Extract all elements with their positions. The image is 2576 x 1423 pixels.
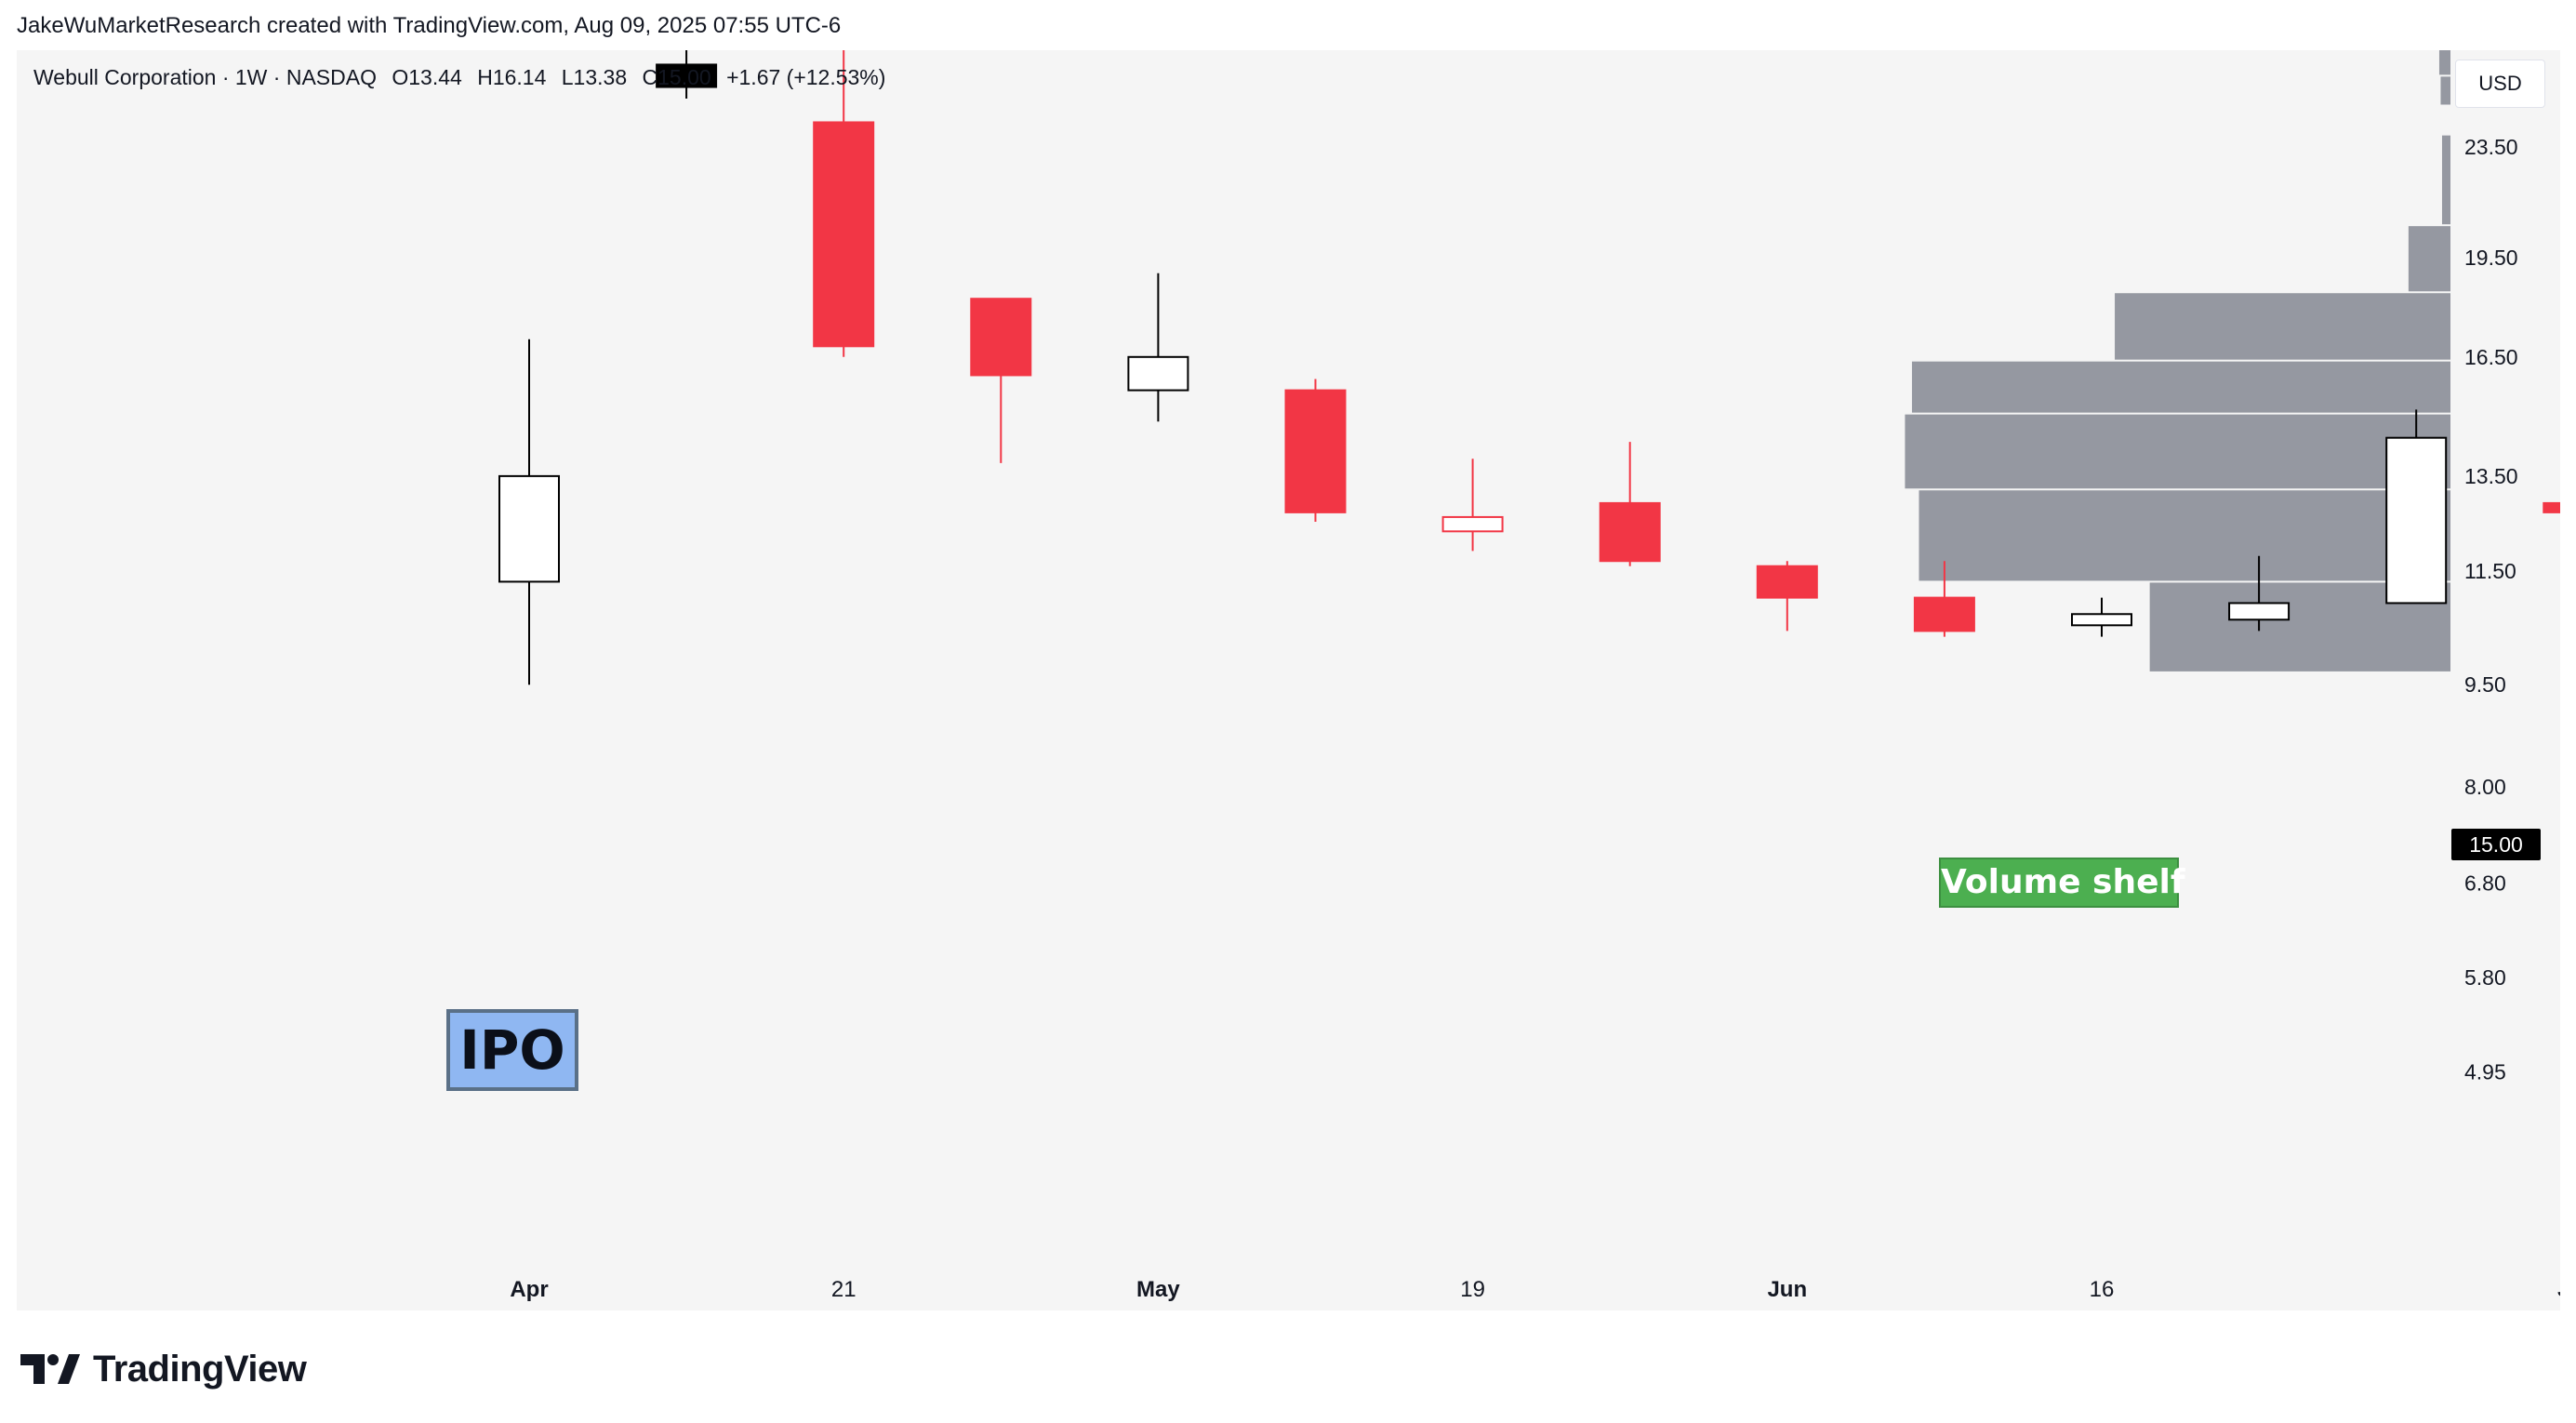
y-axis-tick-label: 13.50 <box>2464 464 2518 488</box>
attribution-text: JakeWuMarketResearch created with Tradin… <box>17 13 842 38</box>
candle-body[interactable] <box>1913 596 1975 632</box>
volume-profile-bar <box>2438 50 2450 75</box>
tradingview-logo[interactable]: TradingView <box>20 1346 307 1392</box>
y-axis-tick-label: 8.00 <box>2464 775 2506 799</box>
legend-high: H16.14 <box>477 65 547 89</box>
x-axis-tick-label: 19 <box>1460 1277 1485 1302</box>
volume-profile-bar <box>2441 135 2450 225</box>
tradingview-logo-text: TradingView <box>93 1348 307 1390</box>
symbol-legend: Webull Corporation · 1W · NASDAQ O13.44 … <box>33 65 885 90</box>
legend-symbol[interactable]: Webull Corporation · 1W · NASDAQ <box>33 65 377 89</box>
candle-body[interactable] <box>656 63 718 88</box>
y-axis-tick-label: 5.80 <box>2464 965 2506 990</box>
candle-body[interactable] <box>1441 515 1504 533</box>
ipo-annotation[interactable]: IPO <box>446 1009 578 1091</box>
legend-open: O13.44 <box>392 65 462 89</box>
volume-profile-bar <box>1911 361 2450 413</box>
legend-close: C15.00 <box>642 65 711 89</box>
x-axis-tick-label: May <box>1136 1277 1180 1302</box>
y-axis-tick-label: 23.50 <box>2464 135 2518 159</box>
volume-profile-bar <box>1905 414 2450 489</box>
candle-body[interactable] <box>498 474 560 583</box>
currency-button[interactable]: USD <box>2455 60 2545 108</box>
candle-body[interactable] <box>2071 613 2132 627</box>
y-axis-tick-label: 4.95 <box>2464 1059 2506 1084</box>
volume-profile-bar <box>2440 76 2450 105</box>
candle-body[interactable] <box>2228 602 2291 621</box>
candle-body[interactable] <box>1599 501 1661 563</box>
candle-body[interactable] <box>1284 389 1347 513</box>
x-axis-tick-label: 21 <box>831 1277 856 1302</box>
legend-low: L13.38 <box>561 65 628 89</box>
volume-shelf-annotation[interactable]: Volume shelf <box>1939 858 2185 908</box>
legend-change: +1.67 (+12.53%) <box>726 65 886 89</box>
volume-profile-bar <box>2115 293 2450 360</box>
candle-body[interactable] <box>1756 565 1818 599</box>
y-axis-tick-label: 6.80 <box>2464 871 2506 896</box>
x-axis-tick-label: Apr <box>510 1277 548 1302</box>
candlestick-chart[interactable]: 100.0085.0073.0061.0049.0041.5035.5029.5… <box>17 50 2560 1310</box>
volume-profile-bar <box>1919 490 2450 581</box>
candle-body[interactable] <box>813 121 875 348</box>
chart-panel[interactable]: 100.0085.0073.0061.0049.0041.5035.5029.5… <box>17 50 2560 1310</box>
candle-body[interactable] <box>1127 355 1189 392</box>
last-price-label: 15.00 <box>2451 829 2541 860</box>
y-axis-tick-label: 9.50 <box>2464 672 2506 697</box>
y-axis-tick-label: 19.50 <box>2464 246 2518 270</box>
candle-body[interactable] <box>2543 501 2560 513</box>
volume-profile-bar <box>2408 226 2450 292</box>
x-axis-tick-label: Jun <box>1767 1277 1807 1302</box>
y-axis-tick-label: 11.50 <box>2464 559 2516 583</box>
candle-body[interactable] <box>2385 436 2448 605</box>
tradingview-logo-icon <box>20 1354 80 1384</box>
candle-body[interactable] <box>970 298 1032 377</box>
x-axis-tick-label: 16 <box>2090 1277 2115 1302</box>
y-axis-tick-label: 16.50 <box>2464 345 2518 369</box>
x-axis-tick-label: Jul <box>2557 1277 2560 1302</box>
